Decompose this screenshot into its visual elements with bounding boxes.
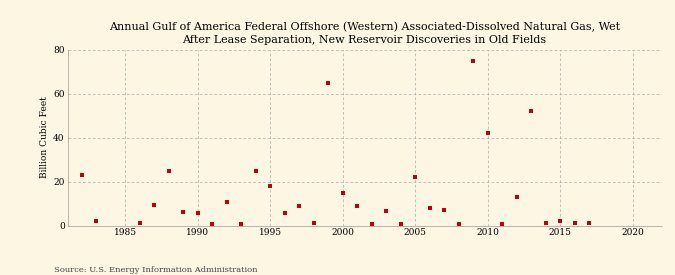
Point: [178, 210, 189, 214]
Point: [540, 221, 551, 226]
Y-axis label: Billion Cubic Feet: Billion Cubic Feet: [40, 97, 49, 178]
Point: [192, 211, 203, 216]
Point: [381, 209, 392, 213]
Text: Source: U.S. Energy Information Administration: Source: U.S. Energy Information Administ…: [54, 266, 257, 274]
Point: [425, 206, 435, 210]
Point: [308, 221, 319, 226]
Point: [76, 173, 87, 177]
Point: [163, 168, 174, 173]
Point: [367, 222, 377, 227]
Point: [511, 195, 522, 199]
Point: [468, 58, 479, 63]
Point: [91, 219, 102, 223]
Point: [250, 168, 261, 173]
Point: [294, 204, 304, 208]
Point: [410, 175, 421, 179]
Point: [555, 219, 566, 223]
Title: Annual Gulf of America Federal Offshore (Western) Associated-Dissolved Natural G: Annual Gulf of America Federal Offshore …: [109, 22, 620, 45]
Point: [352, 204, 362, 208]
Point: [584, 221, 595, 226]
Point: [396, 222, 406, 227]
Point: [236, 222, 247, 227]
Point: [482, 131, 493, 135]
Point: [454, 222, 464, 227]
Point: [526, 109, 537, 113]
Point: [149, 202, 160, 207]
Point: [497, 222, 508, 227]
Point: [323, 80, 333, 85]
Point: [207, 222, 218, 227]
Point: [439, 208, 450, 212]
Point: [569, 221, 580, 226]
Point: [265, 184, 275, 188]
Point: [338, 190, 348, 195]
Point: [221, 200, 232, 205]
Point: [279, 211, 290, 216]
Point: [134, 221, 145, 226]
